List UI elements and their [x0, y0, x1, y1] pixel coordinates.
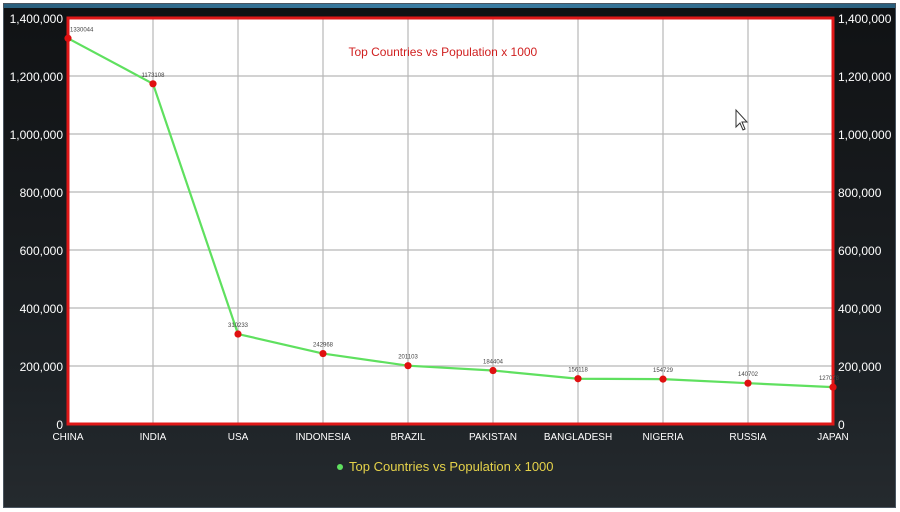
y-tick-label-right: 400,000 — [838, 302, 882, 316]
data-label: 1330044 — [70, 27, 94, 33]
y-tick-label-left: 1,000,000 — [10, 128, 64, 142]
y-tick-label-left: 1,200,000 — [10, 70, 64, 84]
chart-title: Top Countries vs Population x 1000 — [348, 45, 537, 59]
data-point — [744, 379, 752, 387]
y-tick-label-left: 800,000 — [20, 186, 64, 200]
data-point — [319, 349, 327, 358]
data-label: 140702 — [738, 372, 759, 378]
data-point — [149, 80, 157, 88]
y-tick-label-right: 1,400,000 — [838, 12, 892, 26]
y-tick-label-left: 600,000 — [20, 244, 64, 258]
y-tick-label-right: 200,000 — [838, 360, 882, 374]
title-bar-strip — [4, 4, 895, 8]
x-tick-label: RUSSIA — [729, 432, 767, 443]
y-tick-label-left: 200,000 — [20, 360, 64, 374]
plot-frame — [66, 16, 835, 426]
data-label: 1173108 — [142, 73, 166, 79]
data-point — [659, 375, 667, 383]
data-label: 184404 — [483, 360, 504, 366]
x-tick-label: INDONESIA — [295, 432, 350, 443]
legend-label: Top Countries vs Population x 1000 — [349, 459, 554, 474]
data-point — [489, 366, 497, 375]
x-tick-label: INDIA — [140, 432, 167, 443]
mouse-cursor-icon — [735, 108, 749, 131]
data-label: 154729 — [653, 368, 674, 374]
x-tick-label: PAKISTAN — [469, 432, 517, 443]
data-point — [829, 383, 837, 391]
data-point — [404, 362, 412, 370]
legend-swatch — [337, 463, 343, 470]
data-label: 127078 — [819, 376, 840, 382]
x-tick-label: BRAZIL — [390, 432, 425, 443]
plot-area — [68, 18, 833, 424]
y-tick-label-left: 400,000 — [20, 302, 64, 316]
data-label: 242968 — [313, 343, 334, 349]
y-tick-label-right: 1,000,000 — [838, 128, 892, 142]
y-tick-label-right: 600,000 — [838, 244, 882, 258]
data-point — [234, 330, 242, 338]
x-tick-label: BANGLADESH — [544, 432, 612, 443]
x-tick-label: CHINA — [52, 432, 83, 443]
y-tick-label-right: 1,200,000 — [838, 70, 892, 84]
chart-legend: Top Countries vs Population x 1000 — [337, 459, 554, 474]
x-tick-label: NIGERIA — [642, 432, 683, 443]
x-tick-label: JAPAN — [817, 432, 849, 443]
y-tick-label-left: 0 — [56, 418, 63, 432]
y-tick-label-left: 1,400,000 — [10, 12, 64, 26]
data-label: 310233 — [228, 323, 249, 329]
data-label: 201103 — [398, 355, 418, 361]
y-tick-label-right: 0 — [838, 418, 845, 432]
data-point — [574, 375, 582, 383]
series-line — [67, 37, 834, 389]
y-tick-label-right: 800,000 — [838, 186, 882, 200]
x-tick-label: USA — [228, 432, 249, 443]
data-point — [64, 34, 72, 42]
data-label: 156118 — [568, 368, 588, 374]
